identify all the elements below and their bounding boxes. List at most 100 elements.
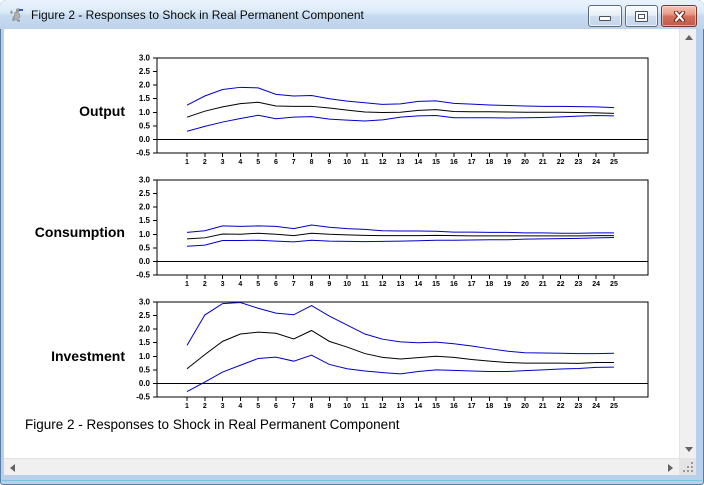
svg-text:2.5: 2.5 <box>139 67 151 76</box>
svg-text:2: 2 <box>203 281 207 288</box>
svg-text:13: 13 <box>397 159 405 166</box>
svg-text:9: 9 <box>327 403 331 410</box>
svg-text:23: 23 <box>574 281 582 288</box>
chart-label-output: Output <box>79 103 125 119</box>
chart-label-investment: Investment <box>51 348 125 364</box>
output-response-chart: 3.02.52.01.51.00.50.0-0.51 2 3 4 5 6 7 8 9 10 11 12… <box>136 54 649 166</box>
svg-text:1: 1 <box>185 281 189 288</box>
svg-text:19: 19 <box>503 403 511 410</box>
svg-text:0.0: 0.0 <box>139 257 151 266</box>
svg-text:4: 4 <box>238 281 242 288</box>
titlebar[interactable]: Figure 2 - Responses to Shock in Real Pe… <box>0 0 704 29</box>
svg-text:15: 15 <box>432 281 440 288</box>
svg-text:1.0: 1.0 <box>139 230 151 239</box>
svg-text:0.0: 0.0 <box>139 135 151 144</box>
svg-text:15: 15 <box>432 159 440 166</box>
svg-text:22: 22 <box>557 281 565 288</box>
svg-text:18: 18 <box>486 403 494 410</box>
svg-text:2.5: 2.5 <box>139 189 151 198</box>
svg-text:1: 1 <box>185 159 189 166</box>
svg-text:6: 6 <box>274 281 278 288</box>
maximize-icon <box>635 10 648 22</box>
minimize-icon <box>599 16 611 21</box>
svg-text:5: 5 <box>256 159 260 166</box>
svg-text:2: 2 <box>203 159 207 166</box>
triangle-right-icon <box>668 463 673 472</box>
investment-response-chart: 3.02.52.01.51.00.50.0-0.51 2 3 4 5 6 7 8 9 10 11 12… <box>136 298 649 410</box>
svg-text:21: 21 <box>539 281 547 288</box>
svg-text:23: 23 <box>574 159 582 166</box>
svg-text:8: 8 <box>310 159 314 166</box>
svg-text:11: 11 <box>361 281 369 288</box>
svg-text:2.0: 2.0 <box>139 203 151 212</box>
svg-text:0.5: 0.5 <box>139 121 151 130</box>
svg-text:3.0: 3.0 <box>139 54 151 63</box>
close-icon <box>673 10 686 22</box>
svg-text:16: 16 <box>450 403 458 410</box>
svg-text:18: 18 <box>486 159 494 166</box>
window-title: Figure 2 - Responses to Shock in Real Pe… <box>31 7 364 22</box>
svg-text:25: 25 <box>610 281 618 288</box>
svg-text:1.0: 1.0 <box>139 108 151 117</box>
svg-text:12: 12 <box>379 403 387 410</box>
svg-text:4: 4 <box>238 403 242 410</box>
svg-text:1.5: 1.5 <box>139 94 151 103</box>
vertical-scrollbar[interactable] <box>679 29 696 458</box>
svg-text:25: 25 <box>610 159 618 166</box>
svg-text:8: 8 <box>310 403 314 410</box>
triangle-left-icon <box>10 463 15 472</box>
chart-label-consumption: Consumption <box>34 224 125 240</box>
svg-text:-0.5: -0.5 <box>136 149 150 158</box>
svg-text:1.5: 1.5 <box>139 216 151 225</box>
svg-text:22: 22 <box>557 403 565 410</box>
svg-text:3: 3 <box>221 159 225 166</box>
svg-text:12: 12 <box>379 281 387 288</box>
svg-text:0.5: 0.5 <box>139 243 151 252</box>
svg-text:10: 10 <box>343 159 351 166</box>
svg-text:9: 9 <box>327 281 331 288</box>
svg-text:23: 23 <box>574 403 582 410</box>
svg-text:3.0: 3.0 <box>139 298 151 307</box>
svg-text:21: 21 <box>539 159 547 166</box>
svg-text:2.5: 2.5 <box>139 311 151 320</box>
resize-grip[interactable] <box>679 458 696 475</box>
svg-text:3: 3 <box>221 403 225 410</box>
svg-text:20: 20 <box>521 403 529 410</box>
svg-text:18: 18 <box>486 281 494 288</box>
grip-dots-icon <box>691 470 693 472</box>
window-bottom-edge <box>2 480 702 481</box>
scroll-up-button[interactable] <box>680 29 697 46</box>
svg-text:14: 14 <box>414 159 422 166</box>
svg-text:11: 11 <box>361 159 369 166</box>
svg-text:6: 6 <box>274 403 278 410</box>
consumption-response-chart: 3.02.52.01.51.00.50.0-0.51 2 3 4 5 6 7 8 9 10 11 12… <box>136 176 649 288</box>
scroll-left-button[interactable] <box>4 459 21 476</box>
svg-text:7: 7 <box>292 281 296 288</box>
svg-text:5: 5 <box>256 281 260 288</box>
svg-text:12: 12 <box>379 159 387 166</box>
svg-text:13: 13 <box>397 403 405 410</box>
rats-kangaroo-icon <box>9 7 25 23</box>
scroll-right-button[interactable] <box>662 459 679 476</box>
minimize-button[interactable] <box>588 5 622 27</box>
scroll-down-button[interactable] <box>680 441 697 458</box>
svg-text:1.0: 1.0 <box>139 352 151 361</box>
close-button[interactable] <box>661 5 697 27</box>
svg-text:1.5: 1.5 <box>139 338 151 347</box>
svg-text:0.0: 0.0 <box>139 379 151 388</box>
horizontal-scrollbar[interactable] <box>4 458 679 475</box>
svg-text:0.5: 0.5 <box>139 365 151 374</box>
svg-text:15: 15 <box>432 403 440 410</box>
svg-text:14: 14 <box>414 403 422 410</box>
svg-text:2.0: 2.0 <box>139 325 151 334</box>
svg-text:-0.5: -0.5 <box>136 271 150 280</box>
svg-text:16: 16 <box>450 281 458 288</box>
caption-buttons <box>588 5 697 27</box>
svg-text:17: 17 <box>468 159 476 166</box>
svg-text:14: 14 <box>414 281 422 288</box>
svg-text:7: 7 <box>292 159 296 166</box>
svg-text:10: 10 <box>343 403 351 410</box>
maximize-button[interactable] <box>625 5 658 27</box>
svg-text:24: 24 <box>592 281 600 288</box>
svg-text:21: 21 <box>539 403 547 410</box>
